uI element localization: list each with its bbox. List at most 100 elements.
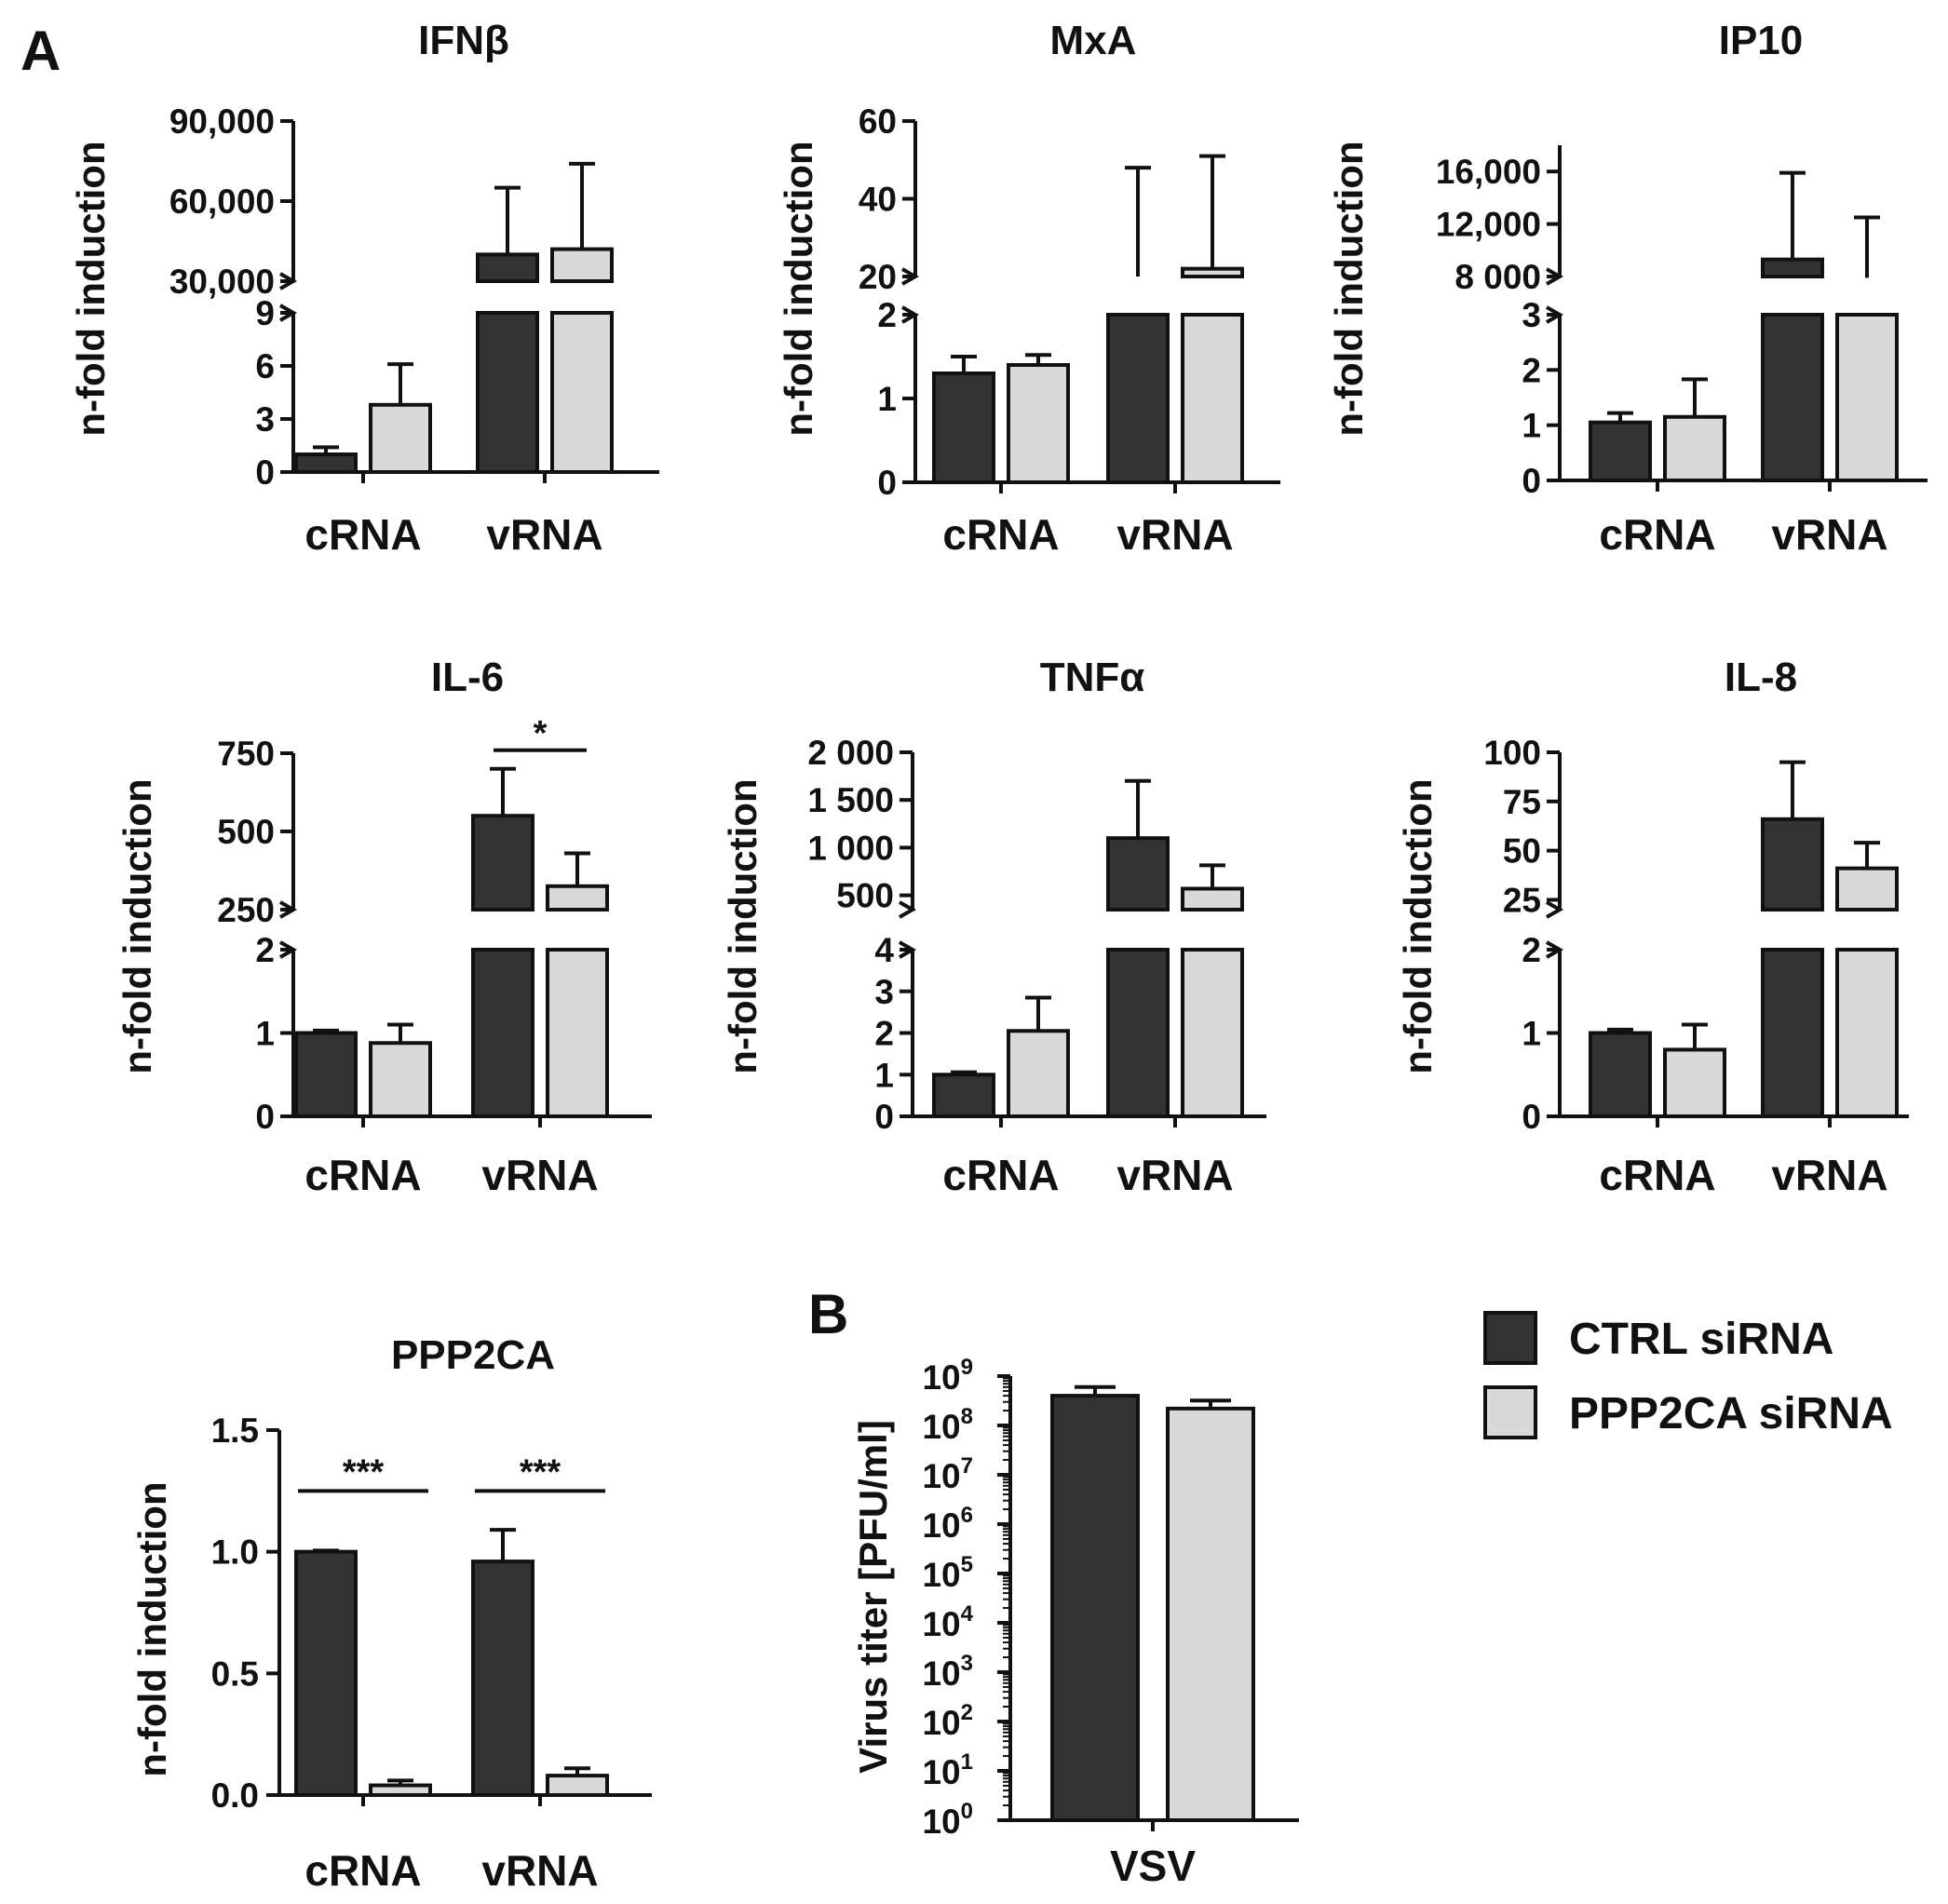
chart-vsv: Virus titer [PFU/ml] 100 101 102 103 104 105 10… bbox=[851, 1355, 1299, 1890]
y-tick-label: 0 bbox=[255, 1098, 275, 1136]
x-category-label: vRNA bbox=[481, 1846, 598, 1895]
y-axis-label: n-fold induction bbox=[130, 1481, 174, 1776]
x-category-label: vRNA bbox=[1116, 510, 1233, 559]
bar-cRNA-ppp2ca bbox=[1663, 1047, 1726, 1119]
y-tick-label: 3 bbox=[1522, 296, 1541, 334]
y-tick-label: 2 bbox=[1522, 931, 1541, 969]
y-tick-label: 109 bbox=[922, 1355, 973, 1397]
bar-cRNA-ppp2ca bbox=[369, 1041, 432, 1118]
chart-title: IL-6 bbox=[431, 655, 504, 700]
x-category-label: cRNA bbox=[1599, 510, 1715, 559]
y-tick-label: 1 bbox=[255, 1015, 275, 1053]
bar-lower-vRNA-ctrl bbox=[1761, 948, 1824, 1118]
y-tick-label: 8 000 bbox=[1454, 258, 1541, 296]
y-tick-label: 1 bbox=[874, 1056, 894, 1094]
bar-cRNA-ppp2ca bbox=[1007, 363, 1070, 484]
y-tick-label: 0.5 bbox=[211, 1654, 259, 1693]
x-category-label: cRNA bbox=[304, 1151, 421, 1199]
y-tick-label: 4 bbox=[874, 931, 894, 969]
bar-vRNA-ctrl bbox=[471, 814, 534, 912]
chart-title: PPP2CA bbox=[391, 1332, 555, 1378]
legend-swatch-ppp2ca-sirna bbox=[1483, 1385, 1537, 1439]
y-tick-label: 106 bbox=[922, 1503, 973, 1545]
y-tick-label: 0 bbox=[874, 1098, 894, 1136]
y-tick-label: 105 bbox=[922, 1552, 973, 1594]
y-tick-label: 90,000 bbox=[169, 102, 275, 141]
bar-VSV-ppp2ca bbox=[1166, 1406, 1255, 1822]
y-tick-label: 2 bbox=[255, 931, 275, 969]
y-tick-label: 107 bbox=[922, 1453, 973, 1495]
y-axis-label: n-fold induction bbox=[115, 778, 159, 1074]
bar-vRNA-ppp2ca bbox=[550, 247, 614, 284]
y-tick-label: 0.0 bbox=[211, 1776, 259, 1815]
bar-break-gap bbox=[549, 283, 615, 311]
bar-lower-vRNA-ctrl bbox=[1106, 948, 1170, 1118]
y-tick-label: 0 bbox=[255, 453, 275, 492]
bar-cRNA-ppp2ca bbox=[369, 402, 432, 474]
y-tick-label: 12,000 bbox=[1436, 206, 1541, 244]
y-tick-label: 1 bbox=[1522, 407, 1541, 445]
y-tick-label: 102 bbox=[922, 1700, 973, 1742]
x-category-label: cRNA bbox=[304, 510, 421, 559]
y-tick-label: 500 bbox=[836, 877, 894, 915]
bar-break-gap bbox=[1834, 911, 1900, 948]
y-tick-label: 3 bbox=[874, 973, 894, 1011]
y-tick-label: 0 bbox=[877, 464, 897, 502]
x-category-label: cRNA bbox=[942, 510, 1059, 559]
bar-cRNA-ctrl bbox=[294, 1549, 358, 1797]
chart-ifnb: IFNβ n-fold induction 0 3 6 930,000 60,000 90,0… bbox=[69, 18, 659, 559]
y-tick-label: 1 bbox=[877, 380, 897, 418]
y-tick-label: 2 000 bbox=[807, 734, 894, 772]
x-category-label: vRNA bbox=[486, 510, 602, 559]
bar-vRNA-ppp2ca bbox=[546, 884, 609, 911]
bar-lower-vRNA-ctrl bbox=[476, 311, 539, 474]
y-tick-label: 101 bbox=[922, 1749, 973, 1791]
chart-ip10: IP10 n-fold induction 0 1 2 38 000 12,000 16,00… bbox=[1327, 18, 1928, 559]
x-category-label: cRNA bbox=[304, 1846, 421, 1895]
significance-stars: * bbox=[534, 714, 548, 753]
bar-cRNA-ctrl bbox=[932, 371, 995, 484]
bar-vRNA-ctrl bbox=[1761, 817, 1824, 912]
y-tick-label: 100 bbox=[1483, 734, 1541, 772]
bar-lower-vRNA-ppp2ca bbox=[546, 948, 609, 1118]
bar-cRNA-ctrl bbox=[1589, 1031, 1652, 1118]
y-tick-label: 750 bbox=[217, 735, 275, 773]
y-tick-label: 75 bbox=[1503, 783, 1541, 821]
legend-swatch-ctrl-sirna bbox=[1483, 1311, 1537, 1365]
y-tick-label: 9 bbox=[255, 294, 275, 332]
bar-break-gap bbox=[545, 911, 610, 948]
y-axis-label: Virus titer [PFU/ml] bbox=[851, 1420, 895, 1774]
y-tick-label: 1.0 bbox=[211, 1533, 259, 1572]
y-tick-label: 2 bbox=[1522, 351, 1541, 389]
legend: CTRL siRNA PPP2CA siRNA bbox=[1483, 1311, 1893, 1439]
bar-vRNA-ppp2ca bbox=[1181, 266, 1244, 278]
y-tick-label: 0 bbox=[1522, 1098, 1541, 1136]
y-tick-label: 50 bbox=[1503, 832, 1541, 871]
bar-cRNA-ctrl bbox=[932, 1073, 995, 1118]
y-axis-label: n-fold induction bbox=[721, 778, 764, 1074]
x-category-label: vRNA bbox=[1771, 1151, 1887, 1199]
y-tick-label: 40 bbox=[859, 181, 897, 219]
y-tick-label: 250 bbox=[217, 891, 275, 929]
y-tick-label: 1 000 bbox=[807, 829, 894, 867]
bar-break-gap bbox=[470, 911, 535, 948]
chart-title: IL-8 bbox=[1725, 655, 1797, 700]
legend-label-ppp2ca-sirna: PPP2CA siRNA bbox=[1569, 1389, 1893, 1438]
panel-b-label: B bbox=[808, 1283, 848, 1345]
x-category-label: vRNA bbox=[1116, 1151, 1233, 1199]
y-tick-label: 30,000 bbox=[169, 263, 275, 301]
y-tick-label: 25 bbox=[1503, 881, 1541, 919]
bar-break-gap bbox=[1760, 911, 1825, 948]
bar-lower-vRNA-ppp2ca bbox=[1181, 313, 1244, 484]
chart-title: IFNβ bbox=[418, 18, 509, 63]
bar-cRNA-ctrl bbox=[294, 452, 358, 474]
bar-lower-vRNA-ctrl bbox=[1761, 313, 1824, 482]
y-axis-label: n-fold induction bbox=[1396, 778, 1440, 1074]
y-tick-label: 104 bbox=[922, 1601, 973, 1643]
bar-cRNA-ppp2ca bbox=[1663, 414, 1726, 482]
bar-lower-vRNA-ppp2ca bbox=[1181, 948, 1244, 1118]
y-tick-label: 500 bbox=[217, 813, 275, 851]
y-axis-label: n-fold induction bbox=[777, 141, 820, 436]
